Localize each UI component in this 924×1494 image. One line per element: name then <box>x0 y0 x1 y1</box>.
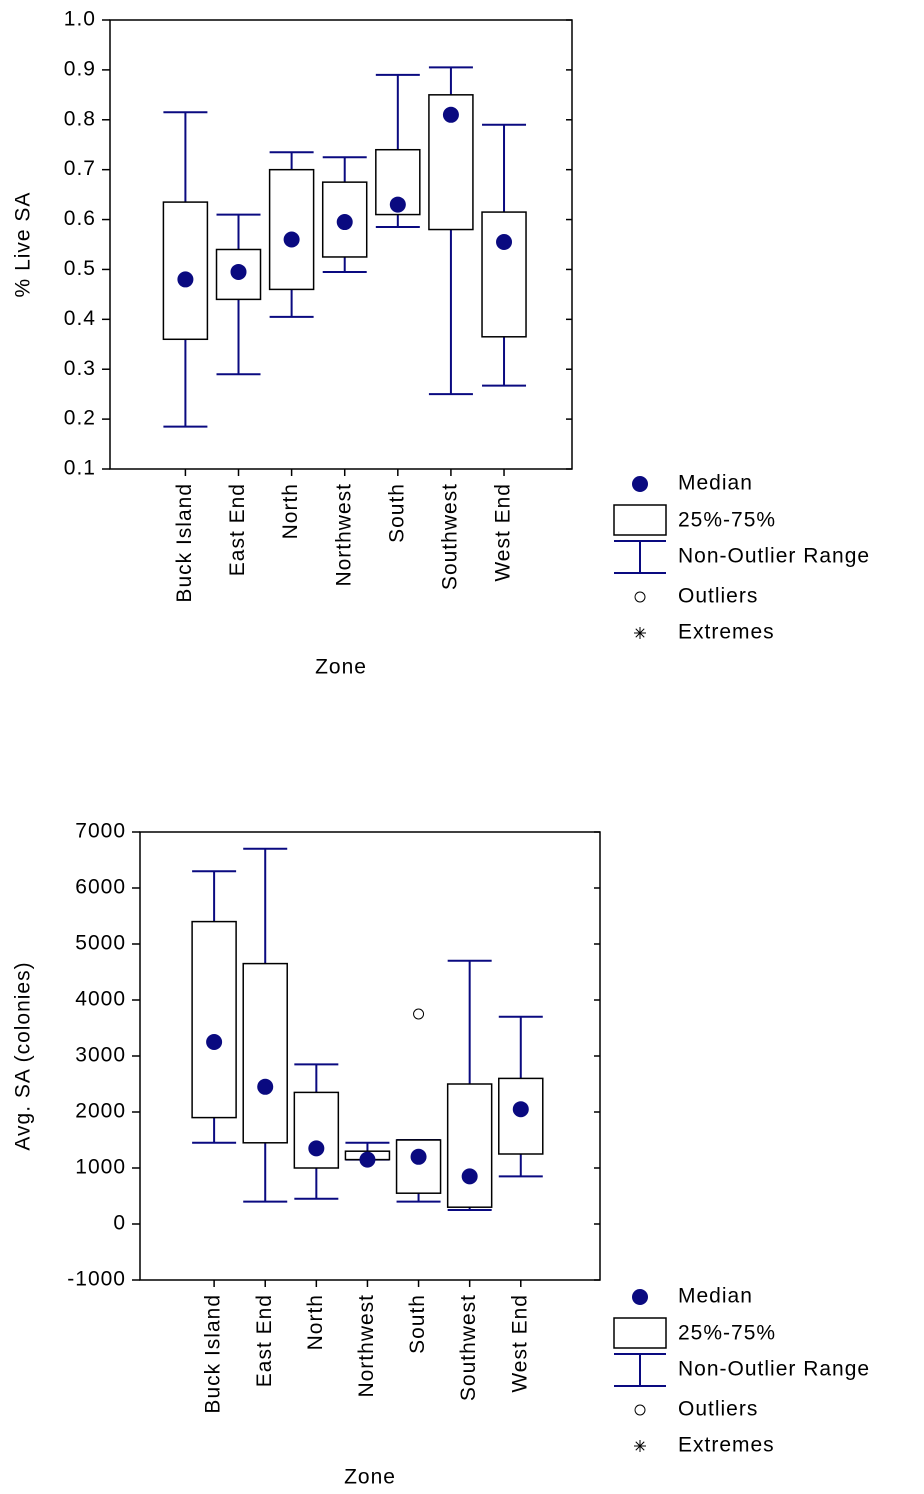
y-tick-label: 0.4 <box>64 307 96 330</box>
x-tick-label: Northwest <box>332 483 355 587</box>
x-tick-label: West End <box>492 483 515 582</box>
legend-box <box>613 1317 667 1349</box>
legend-label: Non-Outlier Range <box>678 545 870 568</box>
y-tick-label: 1.0 <box>64 8 96 31</box>
legend-label: Extremes <box>678 621 775 644</box>
legend-median <box>632 476 648 492</box>
median <box>230 263 247 280</box>
y-tick-label: 0.2 <box>64 407 96 430</box>
x-tick-label: Buck Island <box>173 483 196 603</box>
legend-label: 25%-75% <box>678 1322 776 1345</box>
median <box>283 231 300 248</box>
legend-extreme <box>635 628 645 638</box>
legend-label: Extremes <box>678 1434 775 1457</box>
median <box>257 1078 274 1095</box>
legend-label: 25%-75% <box>678 509 776 532</box>
median <box>512 1101 529 1118</box>
median <box>496 234 513 251</box>
box <box>242 962 288 1144</box>
y-axis-title: % Live SA <box>12 192 35 298</box>
median <box>177 271 194 288</box>
y-tick-label: 0.1 <box>64 457 96 480</box>
median <box>461 1168 478 1185</box>
median <box>336 214 353 231</box>
legend-label: Outliers <box>678 1398 758 1421</box>
legend-label: Median <box>678 472 753 495</box>
box <box>446 1083 493 1208</box>
x-tick-label: South <box>385 483 408 543</box>
x-axis-title: Zone <box>344 1466 396 1489</box>
box <box>481 211 527 338</box>
y-tick-label: 4000 <box>75 988 126 1011</box>
y-tick-label: 7000 <box>75 820 126 843</box>
legend-outlier <box>634 1404 646 1416</box>
median <box>410 1148 427 1165</box>
legend-box <box>613 504 667 536</box>
y-tick-label: 5000 <box>75 932 126 955</box>
median <box>442 106 459 123</box>
y-tick-label: 0.3 <box>64 357 96 380</box>
x-tick-label: Buck Island <box>202 1294 225 1414</box>
x-tick-label: East End <box>226 483 249 576</box>
y-tick-label: -1000 <box>67 1268 126 1291</box>
x-tick-label: Southwest <box>457 1294 480 1401</box>
legend-extreme <box>635 1441 645 1451</box>
box <box>395 1139 442 1194</box>
outlier <box>413 1008 425 1020</box>
legend-label: Outliers <box>678 585 758 608</box>
y-tick-label: 6000 <box>75 876 126 899</box>
plot-frame <box>109 19 573 470</box>
median <box>206 1034 223 1050</box>
y-tick-label: 0.7 <box>64 157 96 180</box>
legend-label: Median <box>678 1285 753 1308</box>
y-tick-label: 0 <box>113 1212 126 1235</box>
median <box>359 1151 376 1168</box>
y-tick-label: 3000 <box>75 1044 126 1067</box>
y-tick-label: 0.6 <box>64 207 96 230</box>
x-tick-label: North <box>279 483 302 539</box>
y-tick-label: 1000 <box>75 1156 126 1179</box>
box <box>268 168 315 291</box>
median <box>308 1140 325 1157</box>
box <box>162 201 209 341</box>
x-axis-title: Zone <box>315 656 367 679</box>
median <box>389 196 406 213</box>
legend-median <box>632 1289 648 1305</box>
x-tick-label: West End <box>508 1294 531 1393</box>
y-tick-label: 0.5 <box>64 257 96 280</box>
y-tick-label: 0.9 <box>64 57 96 80</box>
legend-outlier <box>634 591 646 603</box>
box <box>191 920 237 1119</box>
y-axis-title: Avg. SA (colonies) <box>12 961 35 1150</box>
legend-label: Non-Outlier Range <box>678 1358 870 1381</box>
box <box>293 1091 340 1169</box>
x-tick-label: North <box>304 1294 327 1350</box>
x-tick-label: East End <box>253 1294 276 1387</box>
x-tick-label: Northwest <box>355 1294 378 1398</box>
x-tick-label: South <box>406 1294 429 1354</box>
x-tick-label: Southwest <box>438 483 461 590</box>
y-tick-label: 0.8 <box>64 107 96 130</box>
y-tick-label: 2000 <box>75 1100 126 1123</box>
